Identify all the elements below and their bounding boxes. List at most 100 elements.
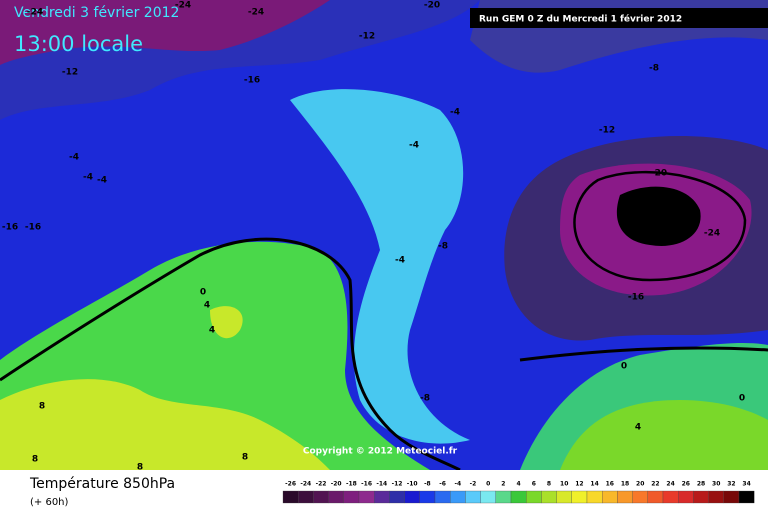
- run-info: Run GEM 0 Z du Mercredi 1 février 2012: [479, 14, 682, 25]
- legend-swatch: [434, 490, 451, 504]
- legend-swatch: [556, 490, 572, 504]
- legend-swatch: [343, 490, 360, 504]
- copyright: Copyright © 2012 Meteociel.fr: [303, 447, 458, 457]
- legend-label: -6: [439, 481, 446, 488]
- legend-swatch: [298, 490, 314, 504]
- legend-swatch: [282, 490, 299, 504]
- legend-swatch: [738, 490, 755, 504]
- contour-label: -12: [62, 68, 78, 78]
- legend-swatch: [404, 490, 420, 504]
- contour-label: 0: [621, 362, 627, 372]
- legend-label: 28: [697, 481, 705, 488]
- legend-label: 18: [621, 481, 629, 488]
- contour-label: -8: [649, 64, 659, 74]
- contour-label: -16: [2, 223, 18, 233]
- run-box: [470, 8, 768, 28]
- legend-label: 24: [666, 481, 674, 488]
- legend-swatch: [571, 490, 588, 504]
- footer-lead: (+ 60h): [30, 497, 69, 508]
- warm-patch: [210, 306, 243, 339]
- legend-label: 32: [727, 481, 735, 488]
- mild-tongue: [290, 89, 470, 444]
- legend-label: -26: [285, 481, 296, 488]
- contour-label: -24: [248, 8, 264, 18]
- isotherm-20: [573, 170, 747, 282]
- legend-swatch: [647, 490, 664, 504]
- legend-swatch: [480, 490, 496, 504]
- legend-swatch: [465, 490, 481, 504]
- contour-label: 4: [209, 326, 215, 336]
- legend-label: -10: [407, 481, 418, 488]
- contour-label: -28: [639, 207, 655, 217]
- contour-label: -20: [651, 169, 667, 179]
- legend-swatch: [450, 490, 466, 504]
- legend-swatch: [723, 490, 740, 504]
- zero-isotherm: [0, 237, 461, 472]
- contour-label: -4: [97, 176, 107, 186]
- forecast-date: Vendredi 3 février 2012: [14, 5, 179, 21]
- legend-swatch: [495, 490, 512, 504]
- legend-swatch: [662, 490, 679, 504]
- contour-label: -12: [359, 32, 375, 42]
- contour-label: 8: [32, 455, 38, 465]
- legend-swatch: [526, 490, 542, 504]
- legend-swatch: [510, 490, 527, 504]
- legend-label: 16: [606, 481, 614, 488]
- contour-label: 0: [200, 288, 206, 298]
- contour-label: -24: [175, 1, 191, 11]
- africa-warmer: [560, 400, 768, 470]
- legend-label: 4: [517, 481, 521, 488]
- legend-label: -18: [346, 481, 357, 488]
- contour-label: 0: [739, 394, 745, 404]
- legend-swatch: [358, 490, 375, 504]
- contour-label: -8: [438, 242, 448, 252]
- legend-label: 0: [486, 481, 490, 488]
- very-warm-region: [0, 379, 330, 470]
- footer-title: Température 850hPa: [29, 476, 175, 492]
- contour-label: -24: [27, 8, 43, 18]
- legend-label: 14: [590, 481, 598, 488]
- legend-label: -4: [454, 481, 461, 488]
- contour-label: -4: [450, 108, 460, 118]
- legend-label: -24: [300, 481, 311, 488]
- contour-label: -4: [69, 153, 79, 163]
- legend-label: 30: [712, 481, 720, 488]
- contour-label: -8: [420, 394, 430, 404]
- legend-label: 22: [651, 481, 659, 488]
- contour-label: -20: [424, 1, 440, 11]
- legend-label: 12: [575, 481, 583, 488]
- legend-swatch: [419, 490, 436, 504]
- cold-pool-center: [616, 186, 701, 246]
- legend-swatch: [632, 490, 648, 504]
- legend-swatch: [328, 490, 344, 504]
- legend-swatch: [693, 490, 709, 504]
- legend-swatch: [586, 490, 603, 504]
- legend-label: 10: [560, 481, 568, 488]
- zero-isotherm-east: [519, 346, 768, 362]
- legend-label: 34: [742, 481, 750, 488]
- contour-label: -16: [628, 293, 644, 303]
- legend-label: -22: [316, 481, 327, 488]
- contour-label: -24: [704, 229, 720, 239]
- contour-label: 8: [242, 453, 248, 463]
- legend-label: -14: [376, 481, 387, 488]
- legend-swatch: [617, 490, 633, 504]
- contour-label: -4: [395, 256, 405, 266]
- legend-label: 26: [682, 481, 690, 488]
- forecast-time: 13:00 locale: [14, 32, 143, 56]
- legend-label: 2: [501, 481, 505, 488]
- legend-label: 6: [532, 481, 536, 488]
- contour-label: -16: [25, 223, 41, 233]
- legend-label: 20: [636, 481, 644, 488]
- legend-swatch: [602, 490, 618, 504]
- contour-label: 4: [635, 423, 641, 433]
- legend-swatch: [389, 490, 405, 504]
- legend-label: -2: [470, 481, 477, 488]
- contour-label: -4: [83, 173, 93, 183]
- legend-swatch: [541, 490, 557, 504]
- legend-label: -12: [392, 481, 403, 488]
- contour-label: -4: [409, 141, 419, 151]
- very-cold-region: [0, 0, 330, 65]
